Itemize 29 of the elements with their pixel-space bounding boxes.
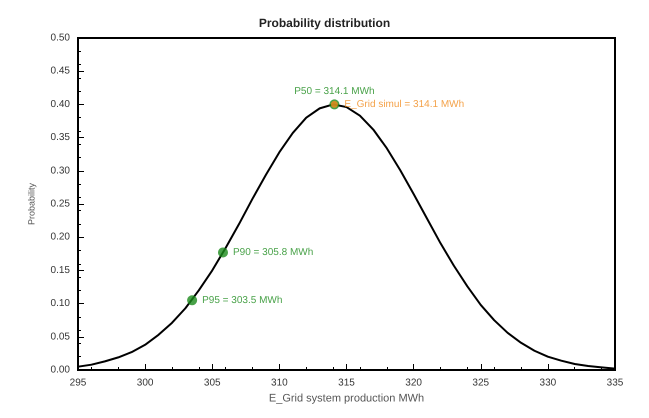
y-tick-label: 0.20: [50, 232, 70, 243]
point: [218, 247, 228, 258]
x-axis-title: E_Grid system production MWh: [268, 392, 424, 404]
y-tick-label: 0.45: [50, 66, 70, 77]
y-axis-title: Probability: [26, 182, 36, 226]
x-tick-label: 305: [204, 378, 222, 388]
chart-title: Probability distribution: [258, 16, 390, 30]
annotation: P90 = 305.8 MWh: [232, 246, 314, 258]
point: [187, 295, 198, 306]
annotation: P95 = 303.5 MWh: [202, 294, 282, 306]
x-tick-label: 335: [606, 378, 624, 388]
y-tick-label: 0.10: [50, 298, 70, 310]
y-tick-label: 0.50: [50, 32, 70, 44]
annotation: E_Grid simul = 314.1 MWh: [344, 98, 464, 110]
y-tick-label: 0.35: [50, 132, 70, 144]
x-tick-label: 310: [271, 378, 288, 388]
x-tick-label: 320: [405, 378, 422, 388]
x-tick-label: 330: [540, 378, 557, 388]
x-tick-label: 295: [70, 378, 87, 388]
y-tick-label: 0.15: [50, 264, 70, 276]
x-tick-label: 325: [472, 378, 490, 388]
y-tick-label: 0.30: [50, 165, 70, 176]
y-tick-label: 0.25: [50, 198, 70, 210]
annotation: P50 = 314.1 MWh: [294, 86, 375, 97]
y-tick-label: 0.40: [50, 98, 70, 110]
x-tick-label: 300: [136, 378, 154, 388]
x-tick-label: 315: [338, 378, 356, 388]
y-tick-label: 0.00: [50, 364, 70, 376]
y-tick-label: 0.05: [50, 331, 70, 342]
